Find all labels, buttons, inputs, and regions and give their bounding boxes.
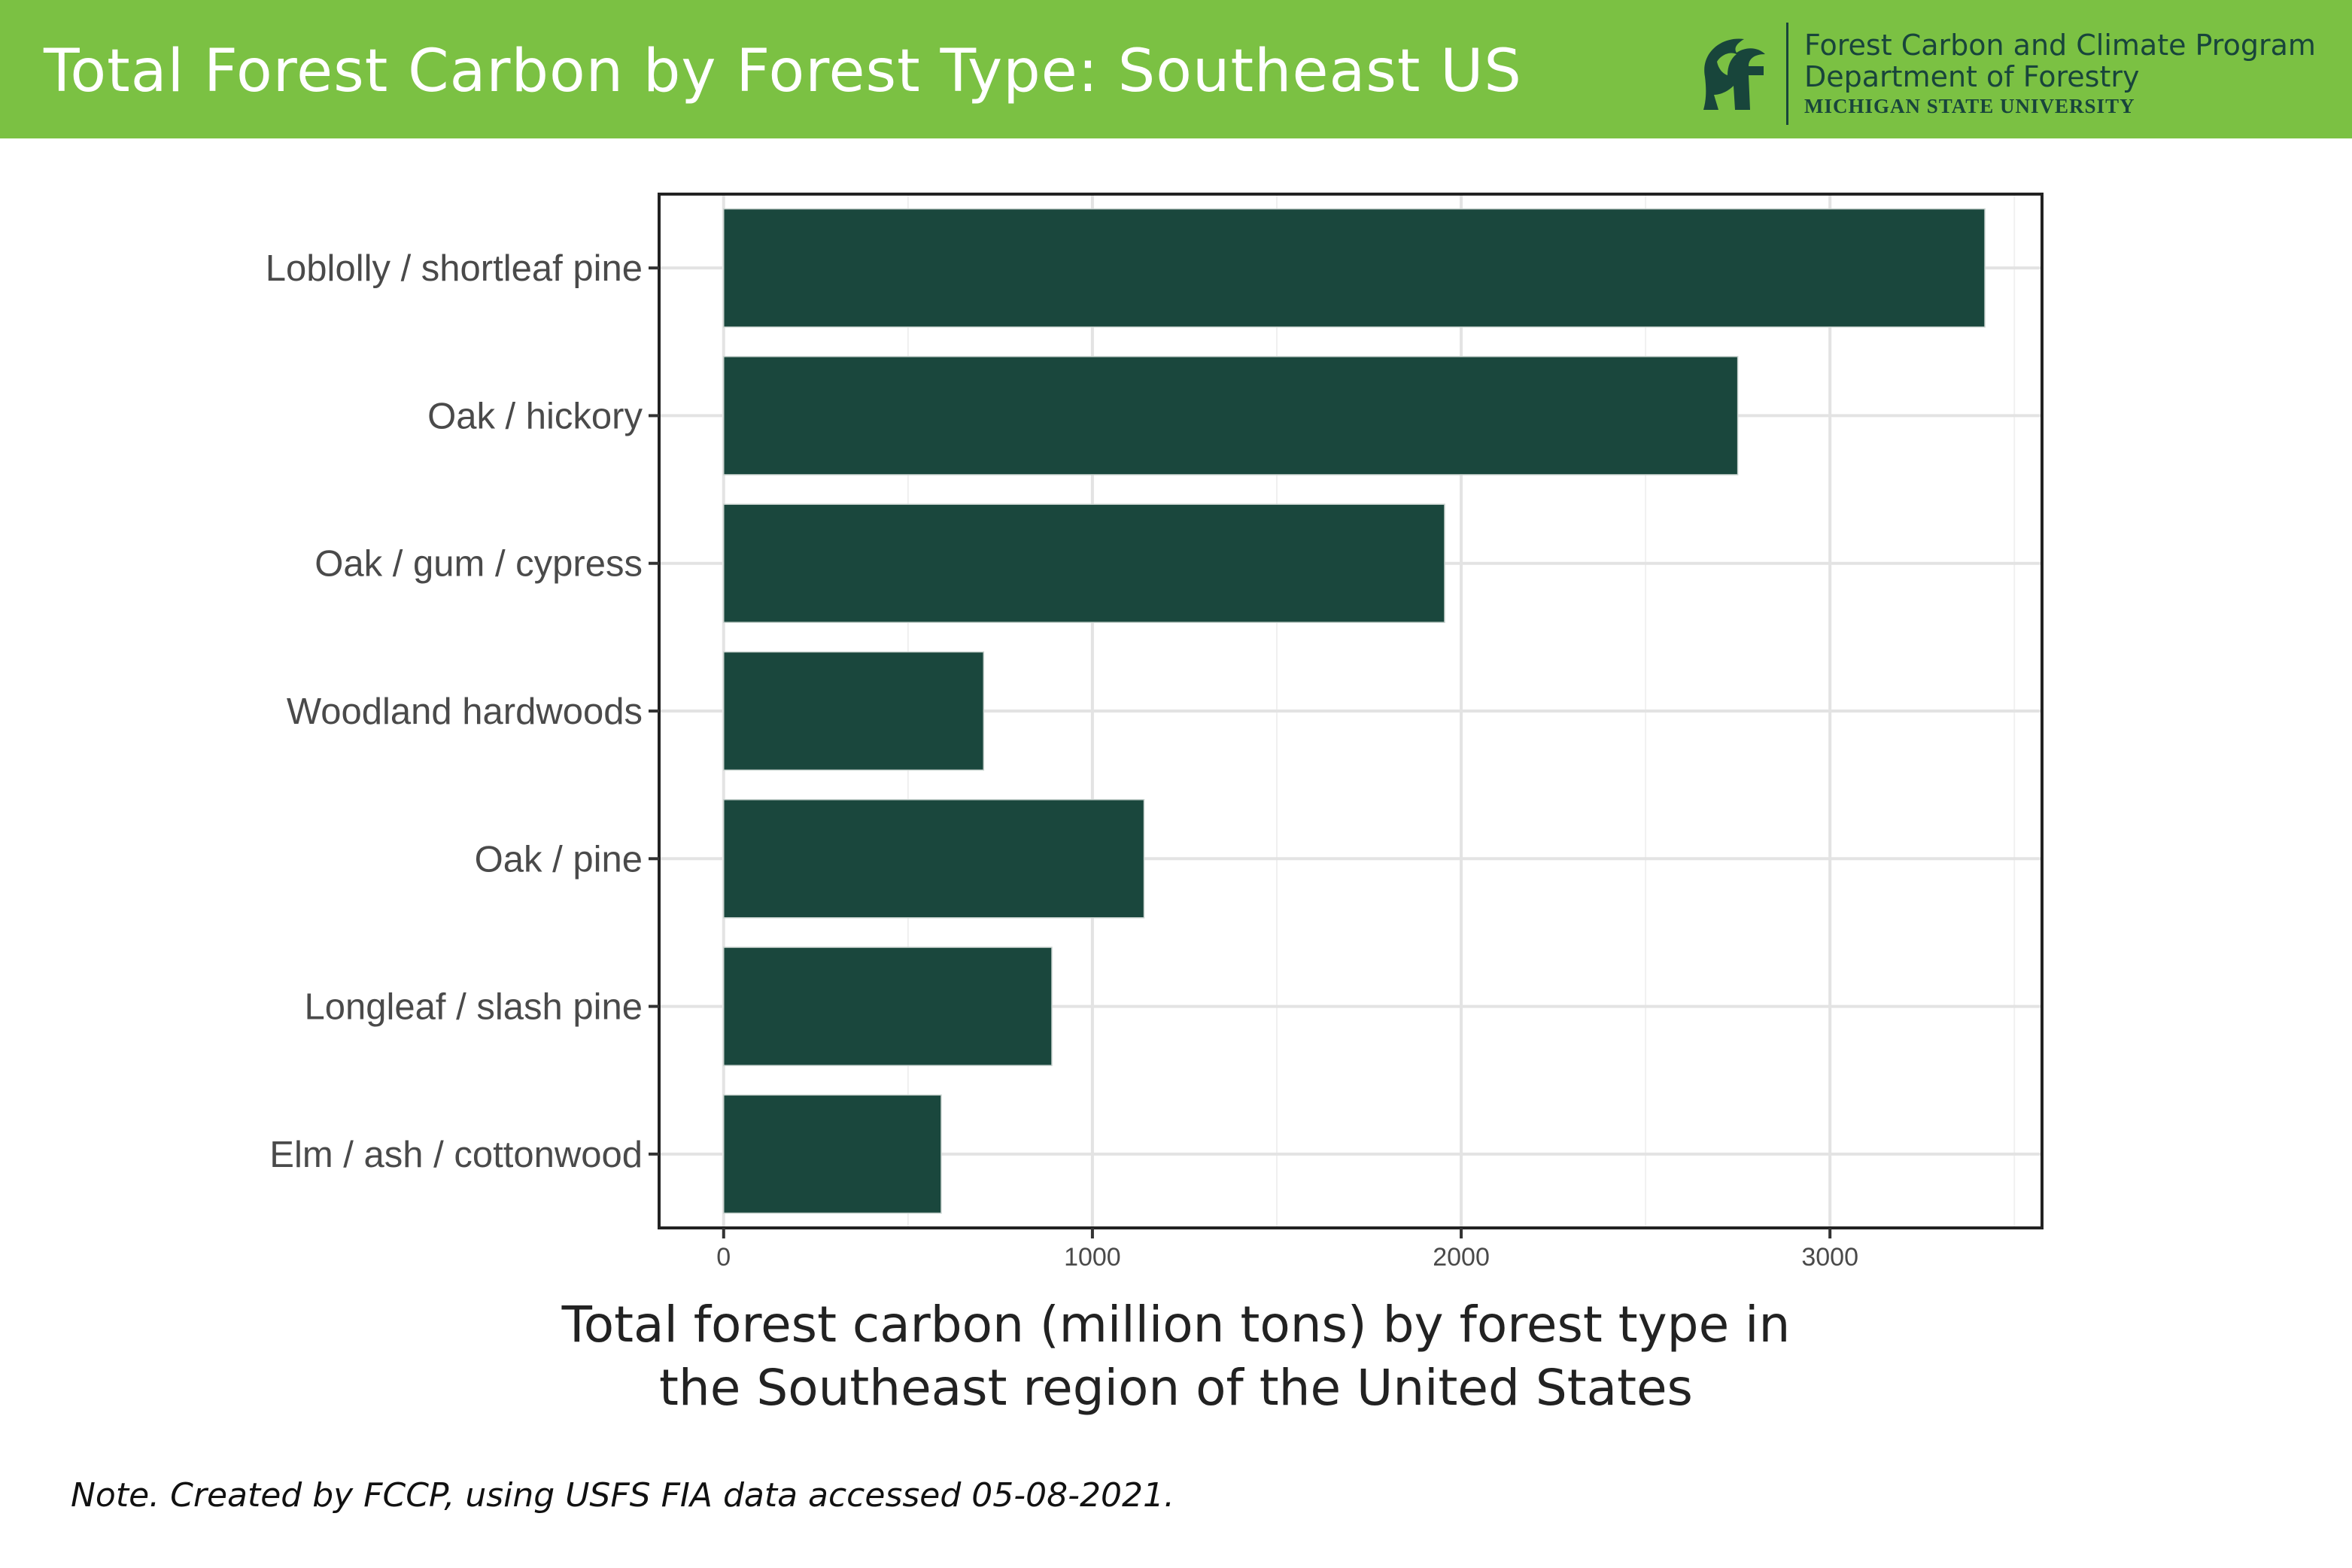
x-tick-label: 2000 <box>1433 1243 1490 1272</box>
org-divider <box>1786 23 1788 125</box>
org-department: Department of Forestry <box>1804 60 2140 93</box>
spartan-helmet-icon <box>1703 38 1765 110</box>
y-tick-label: Longleaf / slash pine <box>305 987 643 1028</box>
bar-woodland-hardwoods <box>723 651 985 771</box>
bar-elm-ash-cottonwood <box>723 1094 942 1214</box>
header-banner: Total Forest Carbon by Forest Type: Sout… <box>0 0 2352 138</box>
page-title: Total Forest Carbon by Forest Type: Sout… <box>44 38 1522 105</box>
bar-oak-gum-cypress <box>723 503 1445 623</box>
org-university: MICHIGAN STATE UNIVERSITY <box>1804 95 2135 117</box>
bar-oak-hickory <box>723 356 1739 476</box>
y-tick-label: Oak / pine <box>475 839 643 880</box>
y-tick-label: Loblolly / shortleaf pine <box>266 248 643 289</box>
org-program-name: Forest Carbon and Climate Program <box>1804 29 2316 62</box>
bar-oak-pine <box>723 799 1145 919</box>
bar-chart: Loblolly / shortleaf pine Oak / hickory Oa… <box>266 193 2044 1272</box>
y-tick-label: Oak / hickory <box>427 396 643 436</box>
source-note: Note. Created by FCCP, using USFS FIA da… <box>71 1476 1174 1515</box>
x-tick-label: 0 <box>716 1243 731 1272</box>
x-tick-label: 3000 <box>1801 1243 1858 1272</box>
y-tick-label: Elm / ash / cottonwood <box>269 1135 643 1175</box>
y-tick-label: Oak / gum / cypress <box>315 544 643 585</box>
y-tick-label: Woodland hardwoods <box>287 691 643 732</box>
x-tick-label: 1000 <box>1064 1243 1121 1272</box>
bar-longleaf-slash-pine <box>723 947 1053 1066</box>
bar-loblolly-shortleaf-pine <box>723 208 1986 328</box>
chart-caption-line-2: the Southeast region of the United State… <box>659 1359 1693 1417</box>
chart-caption-line-1: Total forest carbon (million tons) by fo… <box>561 1296 1791 1354</box>
